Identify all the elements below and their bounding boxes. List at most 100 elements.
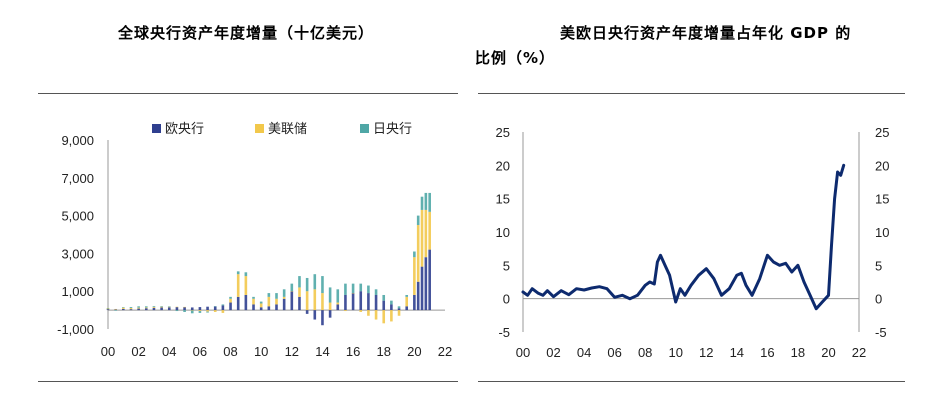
bar-segment xyxy=(221,305,225,311)
bar-segment xyxy=(351,283,355,294)
bar-segment xyxy=(390,300,393,305)
bar-segment xyxy=(405,294,409,297)
bar-segment xyxy=(397,310,401,316)
bar-segment xyxy=(298,287,301,297)
right-y-tick-label-left: 15 xyxy=(496,192,510,207)
right-line-group xyxy=(521,163,846,311)
right-x-tick-label: 12 xyxy=(699,345,713,360)
bar-segment xyxy=(374,294,378,311)
bar-segment xyxy=(397,306,401,309)
bar-segment xyxy=(244,276,248,295)
bar-segment xyxy=(313,310,317,320)
bar-segment xyxy=(359,310,363,312)
right-x-tick-label: 18 xyxy=(791,345,805,360)
right-y-tick-label-left: 10 xyxy=(496,225,510,240)
bar-segment xyxy=(236,274,240,297)
right-y-tick-label-right: 0 xyxy=(875,292,882,307)
bar-segment xyxy=(305,291,309,311)
bar-segment xyxy=(122,307,125,308)
right-chart-title-line2: 比例（%） xyxy=(475,49,556,67)
bar-segment xyxy=(328,287,332,303)
left-x-tick-label: 16 xyxy=(346,344,360,359)
bar-segment xyxy=(290,291,294,311)
bar-segment xyxy=(106,308,110,309)
bar-segment xyxy=(129,308,133,310)
bar-segment xyxy=(213,306,217,307)
bar-segment xyxy=(229,296,232,299)
bar-segment xyxy=(252,304,255,311)
bar-segment xyxy=(382,294,386,301)
left-x-tick-label: 04 xyxy=(162,344,176,359)
left-x-tick-label: 08 xyxy=(223,344,237,359)
bar-segment xyxy=(305,310,309,314)
bar-segment xyxy=(183,310,186,312)
bar-segment xyxy=(298,296,301,311)
left-bottom-rule xyxy=(38,381,458,382)
left-chart-panel: 全球央行资产年度增量（十亿美元） 欧央行 美联储 日央行 9,000 7,000 5,0… xyxy=(38,24,458,382)
bar-segment xyxy=(359,283,363,292)
right-y-tick-label-right: 20 xyxy=(875,158,889,173)
right-x-tick-label: 10 xyxy=(668,345,682,360)
right-chart-panel: 美欧日央行资产年度增量占年化 GDP 的 比例（%） 25 25 20 20 15 15 1… xyxy=(470,0,935,401)
bar-segment xyxy=(424,209,428,258)
bar-segment xyxy=(282,298,286,311)
bar-segment xyxy=(213,310,217,312)
bar-segment xyxy=(313,289,317,311)
bar-segment xyxy=(321,276,324,294)
right-x-tick-label: 02 xyxy=(546,345,560,360)
bar-segment xyxy=(152,306,156,308)
bar-segment xyxy=(137,306,140,308)
bar-segment xyxy=(259,303,263,308)
bar-segment xyxy=(416,215,420,226)
bar-segment xyxy=(282,296,286,299)
bar-segment xyxy=(152,307,156,311)
bar-segment xyxy=(144,307,148,309)
bar-segment xyxy=(344,294,347,311)
bar-segment xyxy=(206,306,209,311)
left-y-tick-label: 7,000 xyxy=(61,171,94,186)
bar-segment xyxy=(420,196,424,210)
right-x-tick-label: 22 xyxy=(852,345,866,360)
bar-segment xyxy=(114,310,117,311)
legend-label: 日央行 xyxy=(373,122,412,137)
bar-segment xyxy=(236,271,240,275)
bar-segment xyxy=(190,310,194,311)
left-x-tick-label: 20 xyxy=(407,344,421,359)
bar-segment xyxy=(167,307,171,311)
left-x-tick-label: 02 xyxy=(131,344,145,359)
bar-segment xyxy=(416,225,420,282)
bar-segment xyxy=(382,300,386,311)
bar-segment xyxy=(106,308,110,310)
bar-segment xyxy=(236,296,240,311)
bar-segment xyxy=(198,311,202,313)
left-x-tick-label: 18 xyxy=(376,344,390,359)
bar-segment xyxy=(344,310,347,312)
right-x-tick-label: 04 xyxy=(577,345,591,360)
bar-segment xyxy=(405,306,409,311)
bar-segment xyxy=(336,302,340,305)
bar-segment xyxy=(305,277,309,292)
bar-segment xyxy=(259,307,263,311)
bar-segment xyxy=(175,310,179,312)
bar-segment xyxy=(267,306,271,311)
bar-segment xyxy=(420,209,424,267)
legend-label: 美联储 xyxy=(268,122,307,137)
bar-segment xyxy=(390,310,393,322)
right-x-tick-label: 06 xyxy=(607,345,621,360)
left-legend: 欧央行 美联储 日央行 xyxy=(152,122,412,137)
right-y-tick-label-right: 5 xyxy=(875,258,882,273)
bar-segment xyxy=(382,310,386,324)
bar-segment xyxy=(336,289,340,303)
left-y-tick-label: 3,000 xyxy=(61,246,94,261)
bar-segment xyxy=(275,304,278,311)
left-y-tick-label: 1,000 xyxy=(61,284,94,299)
bar-segment xyxy=(290,283,294,292)
bar-segment xyxy=(183,306,186,308)
bar-segment xyxy=(328,302,332,311)
right-top-rule xyxy=(478,93,905,94)
bar-segment xyxy=(359,291,363,311)
right-x-tick-label: 16 xyxy=(760,345,774,360)
bar-segment xyxy=(106,309,110,311)
bar-segment xyxy=(213,306,217,311)
right-y-tick-label-left: 25 xyxy=(496,125,510,140)
